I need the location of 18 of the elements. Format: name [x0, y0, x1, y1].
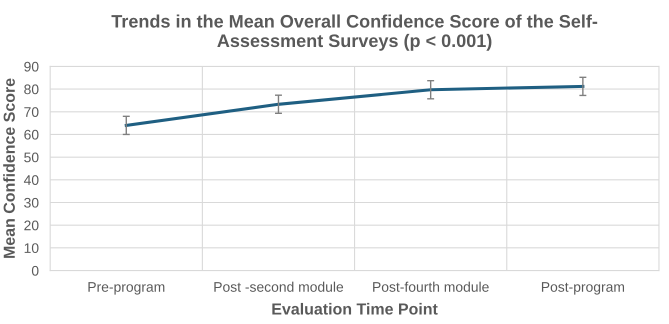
y-tick-label: 70: [24, 107, 39, 117]
y-tick-label: 50: [24, 152, 39, 162]
y-tick-label: 40: [24, 175, 39, 185]
y-tick-label: 30: [24, 198, 39, 208]
y-tick-label: 90: [24, 62, 39, 72]
y-tick-label: 10: [24, 243, 39, 254]
y-axis-title: Mean Confidence Score: [3, 78, 15, 258]
y-tick-label: 20: [24, 220, 39, 230]
x-tick-label: Pre-program: [88, 282, 164, 295]
y-tick-label: 60: [24, 130, 39, 140]
x-tick-label: Post-program: [542, 282, 624, 295]
y-tick-label: 80: [24, 84, 39, 94]
x-axis-title: Evaluation Time Point: [272, 302, 438, 315]
line-series: [124, 84, 584, 127]
chart-title: Trends in the Mean Overall Confidence Score of the Self- Assessment Surveys (p < 0.001): [111, 14, 598, 51]
x-tick-label: Post -second module: [214, 282, 344, 292]
x-tick-label: Post-fourth module: [373, 282, 489, 292]
y-tick-label: 0: [32, 266, 39, 276]
